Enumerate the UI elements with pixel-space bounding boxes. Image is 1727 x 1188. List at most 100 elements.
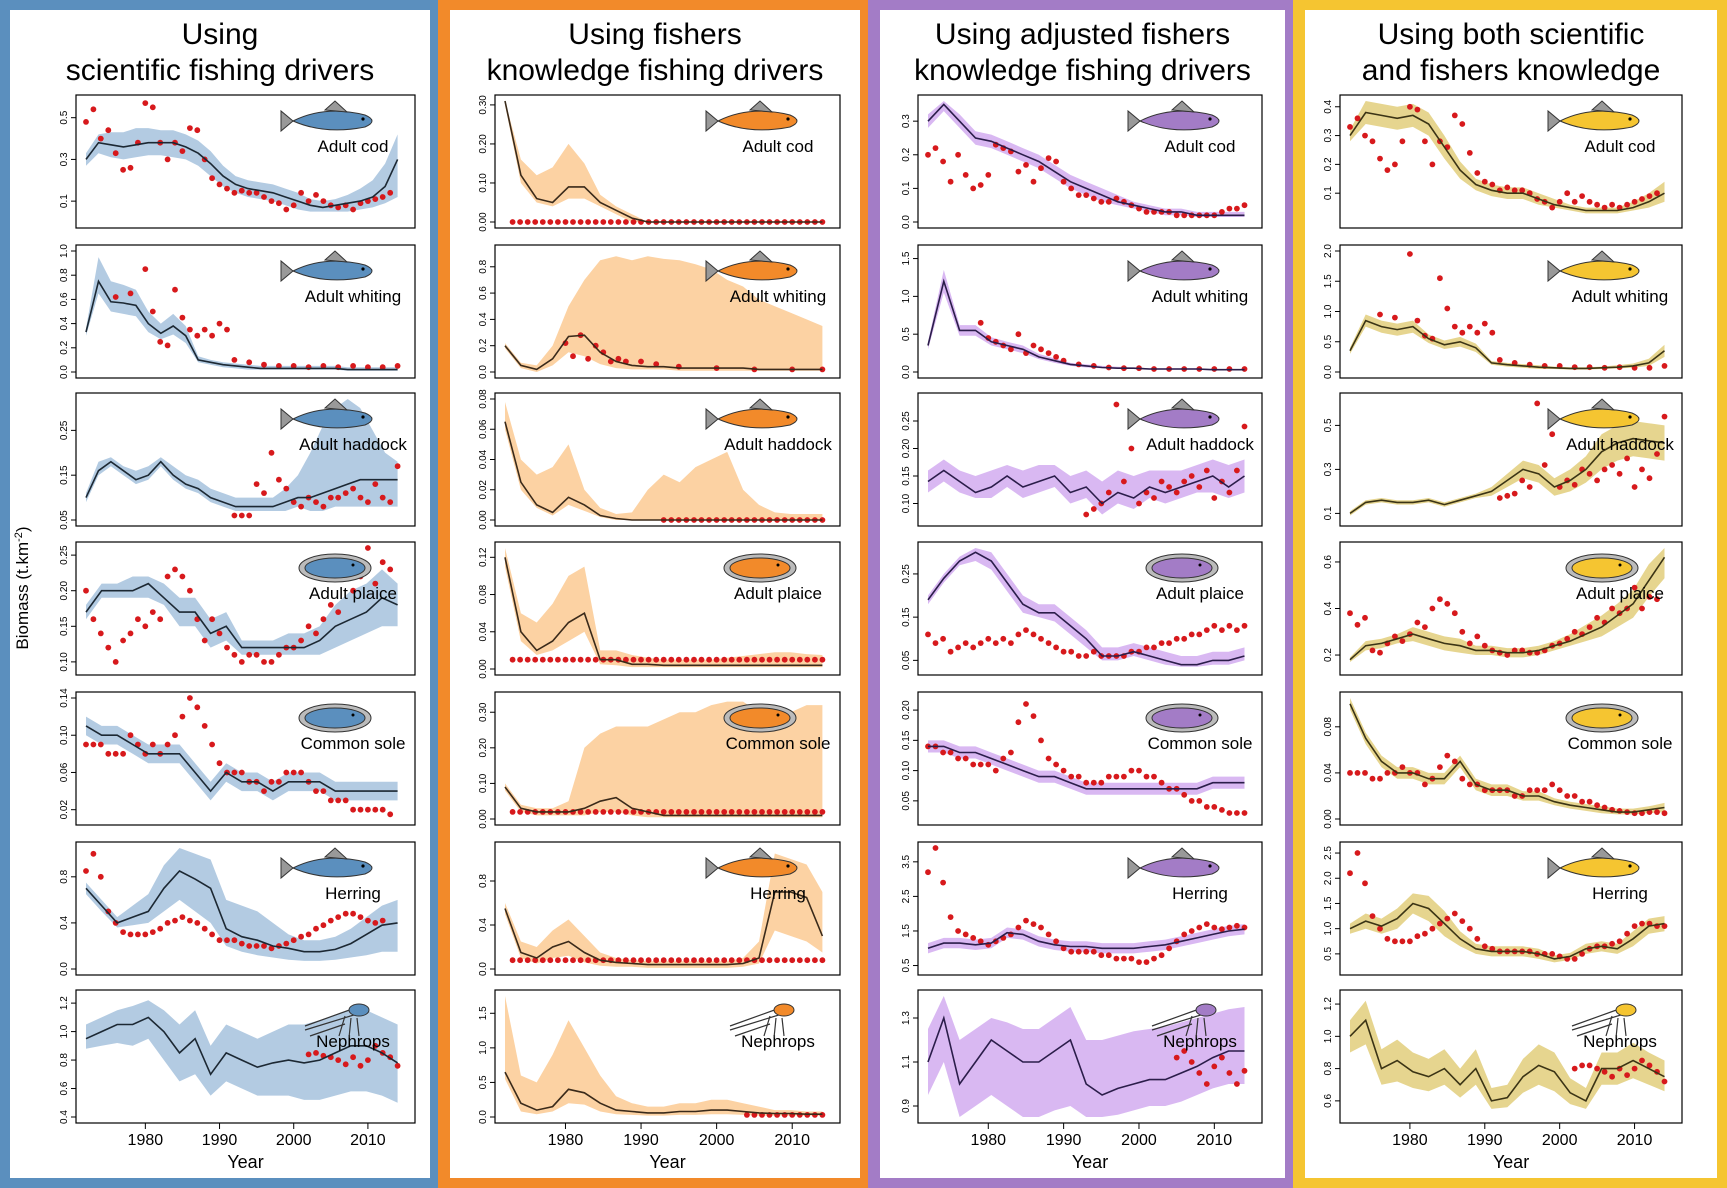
observation-point — [290, 937, 297, 944]
observation-point — [570, 957, 576, 964]
observation-point — [1241, 202, 1248, 209]
eye — [1628, 415, 1632, 419]
y-axis: 0.05 0.15 0.25 — [901, 564, 918, 670]
y-axis: 0.00 0.10 0.20 0.30 — [478, 702, 495, 829]
observation-point — [238, 659, 245, 665]
observation-point — [1586, 198, 1593, 205]
panel-adult-haddock: 0.00 0.02 0.04 0.06 0.08 Adult haddock — [478, 389, 841, 530]
observation-point — [509, 219, 516, 225]
observation-point — [1579, 798, 1585, 805]
y-tick-label: 0.3 — [59, 152, 70, 166]
observation-point — [1060, 178, 1067, 185]
observation-point — [179, 314, 186, 321]
observation-point — [90, 850, 97, 857]
species-label: Adult plaice — [734, 584, 822, 603]
observation-point — [335, 914, 342, 920]
observation-point — [992, 767, 999, 774]
observation-point — [283, 485, 290, 492]
observation-point — [1347, 610, 1353, 617]
observation-point — [1451, 910, 1458, 917]
observation-point — [1083, 948, 1090, 955]
y-tick-label: 0.5 — [59, 110, 70, 124]
observation-point — [350, 485, 356, 492]
observation-point — [1188, 1059, 1195, 1065]
observation-point — [1654, 190, 1660, 197]
observation-point — [653, 957, 660, 964]
observation-point — [1030, 631, 1037, 638]
fish-icon — [723, 553, 797, 583]
observation-point — [1661, 363, 1668, 369]
y-tick-label: 0.1 — [1323, 506, 1334, 520]
y-axis: 0.0 0.4 0.8 — [59, 869, 76, 976]
observation-point — [1045, 350, 1052, 356]
observation-point — [1646, 193, 1653, 200]
species-label: Common sole — [1148, 734, 1253, 753]
dorsal-fin — [323, 847, 349, 860]
observation-point — [313, 788, 319, 794]
panel-nephrops: 0.6 0.8 1.0 1.2 Nephrops — [1323, 989, 1683, 1124]
x-tick-label: 1990 — [202, 1132, 238, 1149]
observation-point — [1128, 767, 1135, 774]
observation-point — [1181, 478, 1188, 485]
observation-point — [1489, 181, 1496, 188]
x-tick-label: 2010 — [350, 1132, 386, 1149]
observation-point — [276, 200, 282, 207]
observation-point — [1466, 640, 1473, 647]
observation-point — [1377, 155, 1383, 162]
observation-point — [1594, 614, 1600, 621]
y-tick-label: 0.00 — [478, 659, 489, 679]
observation-point — [509, 957, 516, 964]
observation-point — [1654, 596, 1660, 603]
observation-point — [570, 219, 576, 225]
observation-point — [238, 940, 245, 947]
observation-point — [812, 656, 818, 663]
fish-icon — [298, 553, 372, 583]
observation-point — [365, 806, 371, 813]
observation-point — [209, 616, 216, 623]
observation-point — [350, 806, 356, 813]
uncertainty-band — [86, 399, 398, 511]
observation-point — [335, 1057, 342, 1063]
observation-point — [342, 797, 349, 804]
observation-point — [547, 656, 554, 663]
observation-point — [1098, 779, 1105, 786]
observation-point — [947, 648, 954, 655]
observation-point — [517, 219, 523, 225]
observation-point — [379, 194, 386, 200]
y-tick-label: 0.08 — [478, 389, 489, 409]
observation-point — [290, 499, 297, 505]
panel-adult-cod: 0.1 0.3 0.5 Adult cod — [59, 94, 416, 229]
nephrops-icon — [304, 1003, 370, 1039]
observation-point — [1083, 511, 1090, 518]
column-title-line1: Using — [182, 18, 259, 51]
y-tick-label: 1.2 — [1323, 997, 1334, 1011]
observation-point — [1639, 196, 1645, 202]
observation-point — [224, 937, 230, 944]
observation-point — [1429, 161, 1436, 168]
y-tick-label: 1.0 — [478, 1040, 489, 1054]
observation-point — [698, 656, 705, 663]
observation-point — [1098, 198, 1105, 205]
species-label: Adult whiting — [1572, 287, 1668, 306]
observation-point — [379, 806, 386, 813]
panel-herring: 0.5 1.5 2.5 3.5 Herring — [901, 841, 1263, 976]
uncertainty-band — [505, 402, 823, 520]
observation-point — [1023, 162, 1029, 168]
observation-point — [1023, 627, 1029, 633]
observation-point — [1173, 635, 1180, 642]
observation-point — [305, 198, 312, 205]
observation-point — [253, 943, 260, 949]
observation-point — [1203, 921, 1210, 927]
observation-point — [209, 332, 216, 339]
tail — [1547, 407, 1561, 431]
observation-point — [379, 559, 386, 566]
y-tick-label: 2.5 — [901, 889, 912, 903]
y-tick-label: 0.0 — [1323, 365, 1334, 379]
observation-point — [1128, 955, 1135, 962]
observation-point — [547, 957, 554, 964]
observation-point — [796, 809, 803, 815]
observation-point — [335, 609, 342, 615]
tail — [705, 109, 719, 133]
